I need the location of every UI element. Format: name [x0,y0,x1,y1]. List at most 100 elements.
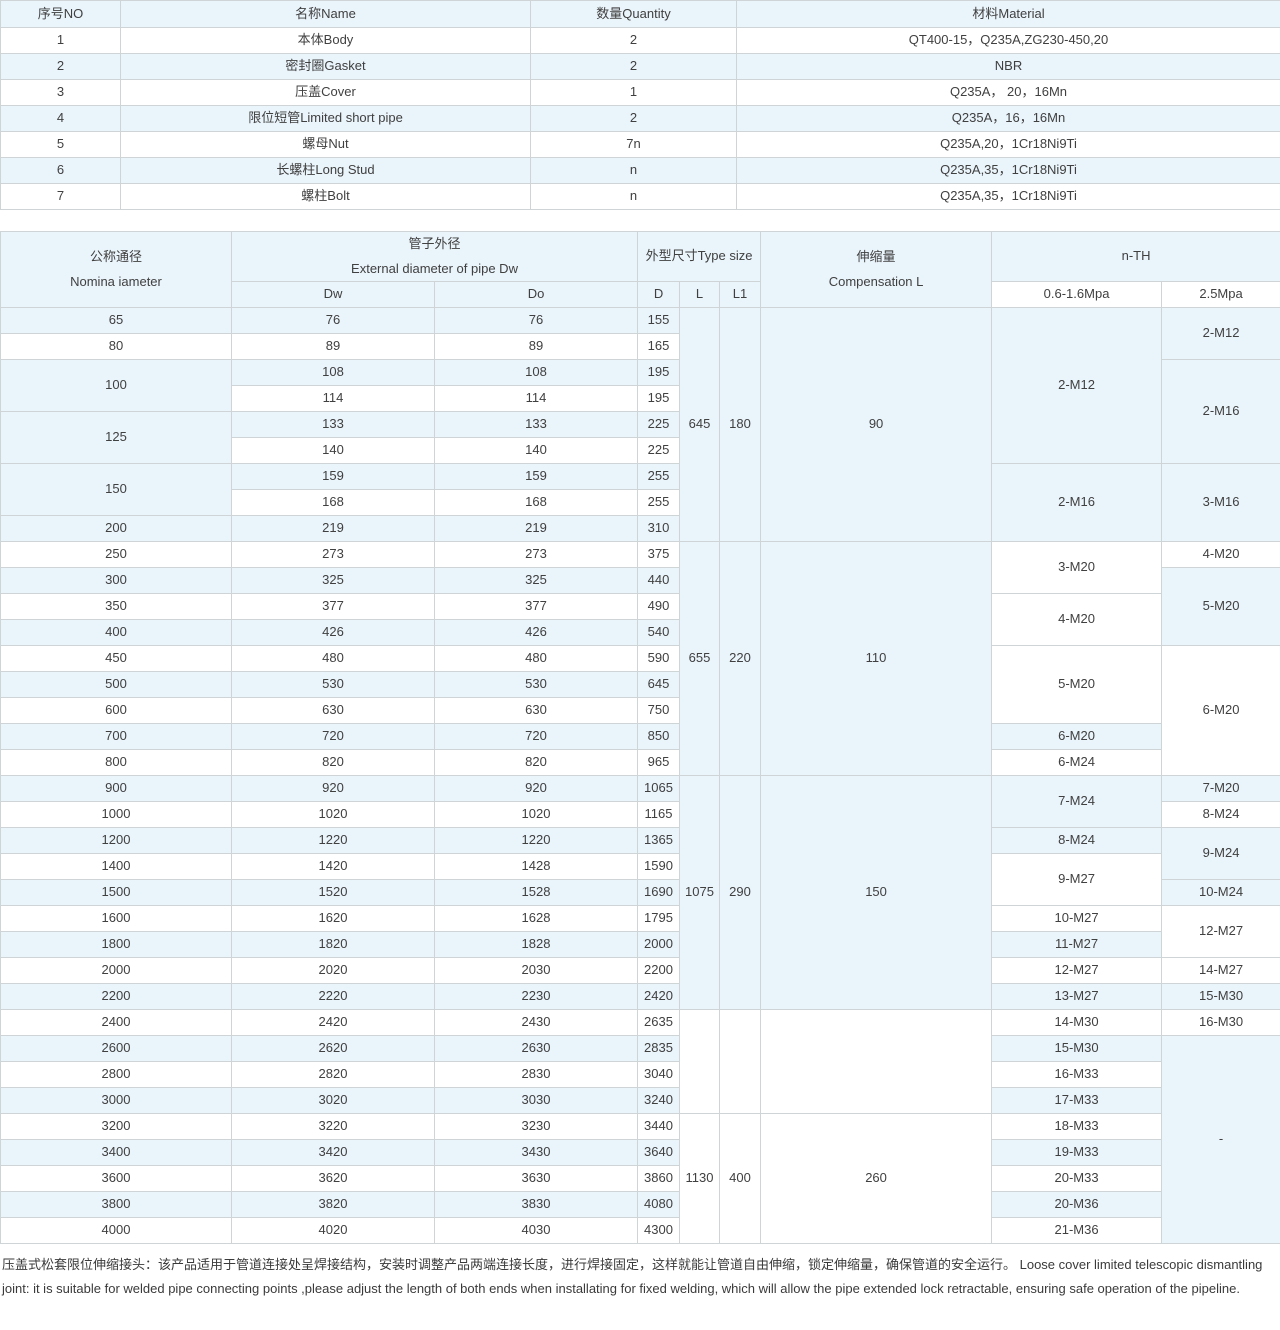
dw-cell: 2620 [231,1035,435,1063]
do-cell: 2630 [433,1035,639,1063]
nominal-diameter-cell: 700 [0,723,232,751]
table-row: 140 140 225 [1,437,1280,465]
nominal-diameter-cell: 100 [0,359,232,413]
dw-cell: 1520 [231,879,435,907]
dw-cell: 630 [231,697,435,725]
part-no-cell: 3 [0,79,121,106]
dw-cell: 1020 [231,801,435,829]
nominal-diameter-cell: 1500 [0,879,232,907]
d-cell: 965 [637,749,681,777]
nth-low-pressure-cell: 17-M33 [991,1087,1163,1115]
nth-low-pressure-cell: 14-M30 [991,1009,1163,1037]
do-cell: 920 [433,775,639,803]
part-no-cell: 4 [0,105,121,132]
table-row: 2200 2220 2230 2420 13-M27 15-M30 [0,983,1280,1011]
do-cell: 1020 [433,801,639,829]
table-row: 500 530 530 645 [0,671,1280,699]
nth-low-pressure-cell: 11-M27 [991,931,1163,959]
do-cell: 3230 [433,1113,639,1141]
header-pressure-high: 2.5Mpa [1161,281,1280,309]
do-cell: 325 [433,567,639,595]
d-cell: 310 [637,515,681,543]
nth-high-pressure-cell: 6-M20 [1161,645,1280,777]
nominal-diameter-cell: 900 [0,775,232,803]
nth-low-pressure-cell: 13-M27 [991,983,1163,1011]
part-no-cell: 1 [0,27,121,54]
d-cell: 645 [637,671,681,699]
header-l1: L1 [719,281,762,309]
do-cell: 1628 [433,905,639,933]
l-cell: 645 [679,307,721,543]
nth-high-pressure-cell: 15-M30 [1161,983,1280,1011]
dw-cell: 76 [231,307,435,335]
d-cell: 2635 [637,1009,681,1037]
d-cell: 195 [637,359,681,387]
table-row: 200 219 219 310 [0,515,1280,543]
nominal-diameter-cell: 500 [0,671,232,699]
table-row: 2000 2020 2030 2200 12-M27 14-M27 [0,957,1280,985]
table-row: 1400 1420 1428 1590 9-M27 [0,853,1280,907]
nth-high-pressure-cell: 16-M30 [1161,1009,1280,1037]
do-cell: 108 [433,359,639,387]
table-row: 1200 1220 1220 1365 8-M24 9-M24 [0,827,1280,881]
do-cell: 273 [433,541,639,569]
table-row: 1500 1520 1528 1690 10-M24 [0,879,1280,907]
table-row: 2800 2820 2830 3040 16-M33 [0,1061,1280,1089]
nominal-diameter-cell: 2800 [0,1061,232,1089]
d-cell: 4300 [637,1217,681,1245]
part-qty-cell: 2 [530,53,737,80]
l-cell: 1075 [679,775,721,1011]
nth-high-pressure-cell: 2-M12 [1161,307,1280,361]
l1-cell: 400 [719,1113,762,1245]
table-row: 4000 4020 4030 4300 21-M36 [0,1217,1280,1245]
nth-low-pressure-cell: 8-M24 [991,827,1163,855]
part-name-cell: 长螺柱Long Stud [120,157,531,184]
d-cell: 3860 [637,1165,681,1193]
do-cell: 720 [433,723,639,751]
do-cell: 1220 [433,827,639,855]
nominal-diameter-cell: 1800 [0,931,232,959]
table-row: 1 本体Body 2 QT400-15，Q235A,ZG230-450,20 [0,27,1280,54]
nominal-diameter-cell: 2600 [0,1035,232,1063]
do-cell: 1428 [433,853,639,881]
specification-table: 公称通径 Nomina iameter 管子外径 External diameter … [0,230,1280,1245]
nth-low-pressure-cell: 21-M36 [991,1217,1163,1245]
nth-high-pressure-cell: 12-M27 [1161,905,1280,959]
header-d: D [637,281,681,309]
l1-cell: 180 [719,307,762,543]
table-row: 125 133 133 225 [0,411,1280,465]
nth-low-pressure-cell: 6-M24 [991,749,1163,777]
dw-cell: 530 [231,671,435,699]
table-row: 450 480 480 590 5-M20 6-M20 [0,645,1280,777]
d-cell: 375 [637,541,681,569]
table-row: 114 114 195 [1,385,1280,413]
nth-high-pressure-cell: - [1161,1035,1280,1245]
dw-cell: 273 [231,541,435,569]
dw-cell: 1220 [231,827,435,855]
nominal-diameter-cell: 800 [0,749,232,777]
table-row: 6 长螺柱Long Stud n Q235A,35，1Cr18Ni9Ti [0,157,1280,184]
table-row: 65 76 76 155 645 180 90 2-M12 2-M12 [0,307,1280,543]
d-cell: 2835 [637,1035,681,1063]
d-cell: 165 [637,333,681,361]
compensation-cell: 110 [760,541,993,777]
table-row: 3 压盖Cover 1 Q235A， 20，16Mn [0,79,1280,106]
dw-cell: 325 [231,567,435,595]
d-cell: 225 [637,411,681,439]
nth-low-pressure-cell: 4-M20 [991,593,1163,647]
spec-table-body: 公称通径 Nomina iameter 管子外径 External diameter … [0,230,1280,1245]
part-qty-cell: 2 [530,27,737,54]
header-no: 序号NO [0,0,121,28]
part-qty-cell: 2 [530,105,737,132]
nominal-diameter-cell: 3400 [0,1139,232,1167]
table-row: 4 限位短管Limited short pipe 2 Q235A，16，16Mn [0,105,1280,132]
d-cell: 3240 [637,1087,681,1115]
nth-low-pressure-cell: 15-M30 [991,1035,1163,1063]
dw-cell: 920 [231,775,435,803]
compensation-cell: 90 [760,307,993,543]
d-cell: 540 [637,619,681,647]
header-nominal-diameter: 公称通径 Nomina iameter [0,230,232,309]
dw-cell: 2020 [231,957,435,985]
table-row: 300 325 325 440 5-M20 [0,567,1280,647]
table-row: 3800 3820 3830 4080 20-M36 [0,1191,1280,1219]
